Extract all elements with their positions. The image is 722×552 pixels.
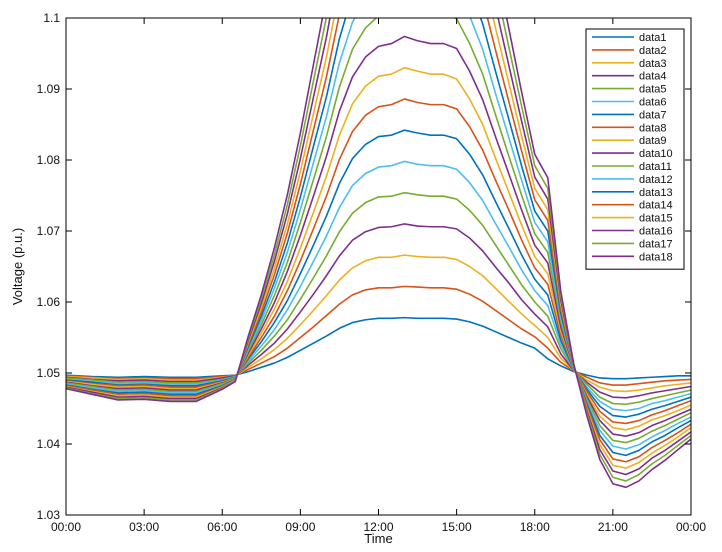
legend-label-data4: data4 <box>639 71 667 83</box>
legend-label-data6: data6 <box>639 97 667 109</box>
y-tick-label: 1.08 <box>37 153 61 167</box>
legend: data1data2data3data4data5data6data7data8… <box>585 28 685 270</box>
y-tick-label: 1.09 <box>37 82 61 96</box>
legend-label-data1: data1 <box>639 32 667 44</box>
legend-box <box>585 28 685 270</box>
axes-layer: 00:00 03:00 06:00 09:00 12:00 15:00 18:00 21:00… <box>37 11 707 534</box>
y-tick-label: 1.06 <box>37 295 61 309</box>
x-tick-label: 09:00 <box>285 520 315 534</box>
legend-label-data2: data2 <box>639 45 667 57</box>
legend-label-data18: data18 <box>639 251 673 263</box>
legend-label-data14: data14 <box>639 200 673 212</box>
x-tick-label: 00:00 <box>676 520 706 534</box>
x-tick-label: 06:00 <box>207 520 237 534</box>
legend-label-data9: data9 <box>639 135 667 147</box>
y-tick-label: 1.05 <box>37 366 61 380</box>
legend-label-data8: data8 <box>639 122 667 134</box>
legend-label-data15: data15 <box>639 213 673 225</box>
x-tick-label: 21:00 <box>598 520 628 534</box>
y-tick-label: 1.07 <box>37 224 61 238</box>
x-tick-label: 15:00 <box>442 520 472 534</box>
legend-label-data5: data5 <box>639 84 667 96</box>
x-tick-label: 00:00 <box>51 520 81 534</box>
legend-label-data3: data3 <box>639 58 667 70</box>
x-tick-label: 03:00 <box>129 520 159 534</box>
legend-label-data11: data11 <box>639 161 672 173</box>
legend-label-data16: data16 <box>639 226 673 238</box>
y-tick-label: 1.1 <box>43 11 60 25</box>
legend-label-data7: data7 <box>639 109 667 121</box>
y-tick-label: 1.04 <box>37 437 61 451</box>
y-tick-label: 1.03 <box>37 508 61 522</box>
x-tick-label: 18:00 <box>520 520 550 534</box>
x-axis-label: Time <box>364 531 392 546</box>
x-tick-label: 12:00 <box>363 520 393 534</box>
legend-label-data10: data10 <box>639 148 673 160</box>
legend-label-data17: data17 <box>639 238 673 250</box>
y-axis-label: Voltage (p.u.) <box>10 228 25 305</box>
series-layer <box>66 18 691 489</box>
legend-label-data12: data12 <box>639 174 673 186</box>
legend-label-data13: data13 <box>639 187 673 199</box>
series-line-data18 <box>66 18 691 489</box>
